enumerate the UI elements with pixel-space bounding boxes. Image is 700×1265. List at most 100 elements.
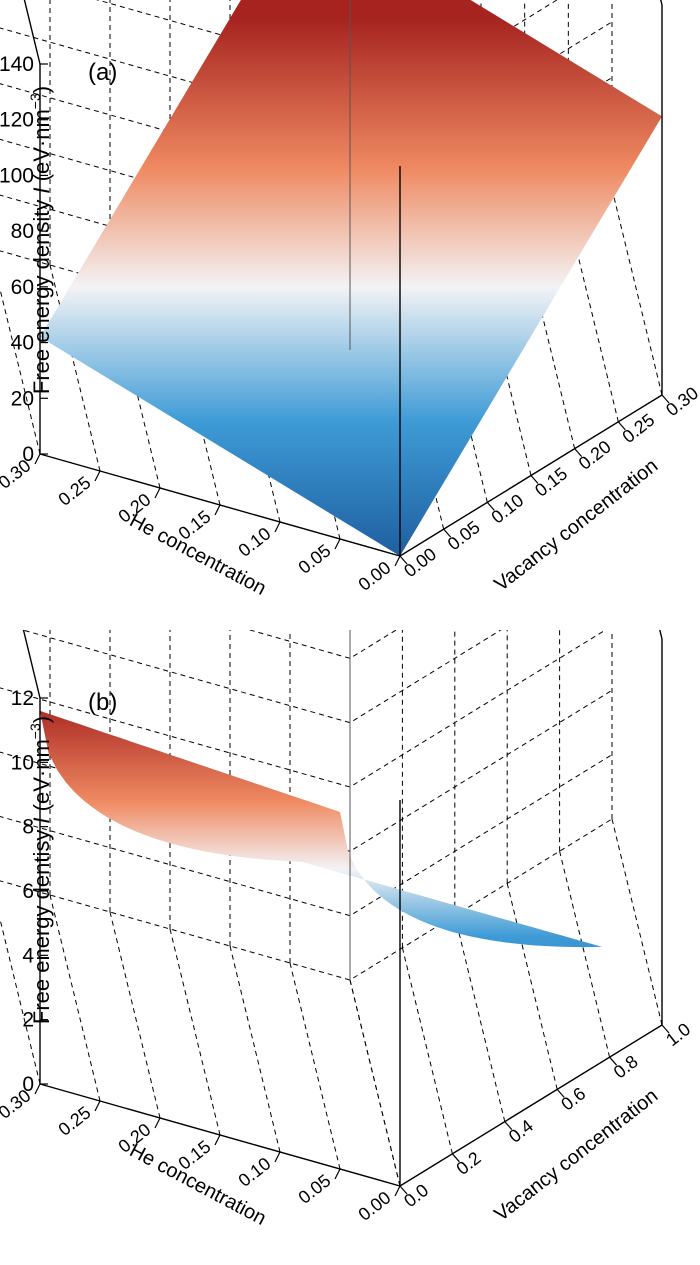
panel-label: (a): [88, 59, 117, 86]
y-tick: [617, 421, 626, 431]
x-tick: [334, 1168, 341, 1180]
chart-panel-b: 0 2 4 6 8 10 12 0.00 0.05 0.10 0.15 0.20 0.25 0.30 0.0…: [0, 432, 700, 1260]
z-axis-title: Free energy density I (eV·nm−3): [27, 86, 54, 394]
z-tick-label: 6: [22, 880, 34, 903]
y-tick-label: 0.4: [505, 1116, 537, 1147]
y-tick: [504, 1121, 513, 1130]
y-tick-label: 0.15: [531, 463, 571, 500]
z-ticks-b: 0 2 4 6 8 10 12: [11, 687, 48, 1096]
grid-line: [0, 689, 613, 852]
grid-line: [559, 851, 611, 1058]
x-tick-label: 0.00: [355, 557, 395, 594]
x-tick: [214, 504, 221, 516]
z-tick-label: 60: [11, 276, 34, 299]
z-tick-label: 40: [11, 332, 34, 355]
z-tick-label: 20: [11, 387, 34, 410]
z-tick-label: 140: [0, 53, 34, 76]
grid-line: [109, 911, 161, 1119]
x-tick: [214, 1134, 221, 1146]
z-axis-unit-close: ): [29, 86, 54, 93]
z-axis-unit-exp: −3: [27, 723, 43, 739]
y-tick-label: 0.30: [662, 383, 700, 420]
z-axis-title-text: Free energy dentisy: [29, 824, 54, 1025]
y-tick: [574, 448, 583, 458]
z-tick-label: 8: [22, 816, 34, 839]
z-axis-title-text: Free energy density: [29, 194, 54, 395]
x-tick-label: 0.05: [295, 1170, 335, 1207]
grid-line: [289, 962, 341, 1170]
z-axis-title: Free energy dentisy I (eV·nm−3): [27, 716, 54, 1024]
x-ticks-b: 0.000.050.100.150.200.250.30: [0, 1083, 401, 1225]
y-tick-label: 1.0: [662, 1019, 694, 1050]
y-tick-label: 0.2: [453, 1148, 485, 1179]
grid-line: [349, 979, 401, 1187]
x-tick: [274, 521, 281, 533]
grid-line: [0, 496, 613, 659]
axis-edge: [23, 0, 41, 65]
z-axis-symbol: I: [29, 811, 54, 823]
z-tick-label: 100: [0, 164, 34, 187]
y-tick-label: 0.05: [444, 517, 484, 554]
grid-line: [0, 625, 613, 788]
surface-patch: [40, 710, 602, 948]
x-tick: [154, 487, 161, 499]
x-tick: [34, 453, 41, 465]
y-tick: [530, 475, 539, 484]
grid-line: [49, 894, 101, 1102]
grid-line: [229, 945, 281, 1153]
z-tick-label: 120: [0, 109, 34, 132]
axis-edge: [399, 1024, 663, 1187]
z-tick-label: 4: [22, 944, 34, 967]
y-tick: [486, 501, 495, 511]
x-tick-label: 0.10: [235, 523, 275, 560]
grid-line: [169, 928, 221, 1136]
z-tick-label: 10: [11, 751, 34, 774]
y-tick: [399, 1185, 408, 1195]
x-tick: [154, 1117, 161, 1129]
x-tick-label: 0.05: [295, 540, 335, 577]
y-tick-label: 0.25: [618, 410, 658, 447]
axis-edge: [611, 432, 663, 640]
y-tick: [556, 1089, 565, 1098]
surface-chart-b: 0246810120.000.050.100.150.200.250.300.0…: [0, 432, 694, 1230]
y-tick-label: 0.10: [487, 490, 527, 527]
y-tick: [609, 1056, 618, 1066]
y-tick: [399, 555, 408, 565]
x-tick: [274, 1151, 281, 1163]
grid-line: [0, 754, 613, 917]
chart-panel-a: 0 20 40 60 80 100 120 140 0.00 0.05 0.10 0.15 0.20 0.…: [0, 0, 700, 630]
x-tick-label: 0.10: [235, 1153, 275, 1190]
surface-patch: [40, 0, 662, 556]
x-tick: [394, 1185, 401, 1197]
z-tick-label: 0: [22, 1073, 34, 1096]
surface-a: [40, 0, 662, 556]
grid-line: [454, 915, 506, 1122]
grid-line: [506, 883, 558, 1090]
x-tick-label: 0.00: [355, 1187, 395, 1224]
surface-chart-a: 0204060801001201400.000.050.100.150.200.…: [0, 0, 700, 600]
z-tick-label: 2: [22, 1009, 34, 1032]
z-tick-label: 0: [22, 443, 34, 466]
grid-line: [0, 818, 613, 981]
grid-line: [0, 0, 558, 128]
x-tick: [94, 470, 101, 482]
y-tick: [451, 1153, 460, 1163]
y-tick: [661, 394, 670, 404]
y-axis-title: Vacancy concentration: [490, 455, 662, 596]
x-tick: [94, 1100, 101, 1112]
z-axis-unit: (eV·nm: [29, 109, 54, 181]
axis-edge: [660, 0, 663, 6]
surface-b: [40, 710, 602, 948]
y-tick-label: 0.00: [400, 544, 440, 581]
x-tick-label: 0.25: [55, 1102, 95, 1139]
x-tick: [334, 538, 341, 550]
z-axis-unit: (eV·nm: [29, 739, 54, 811]
z-axis-unit-exp: −3: [27, 93, 43, 109]
panel-label: (b): [88, 689, 117, 716]
y-tick-label: 0.6: [557, 1083, 589, 1114]
y-tick: [443, 528, 452, 538]
z-axis-symbol: I: [29, 181, 54, 193]
x-tick: [394, 555, 401, 567]
z-tick-label: 12: [11, 687, 34, 710]
grid-line: [611, 188, 663, 396]
